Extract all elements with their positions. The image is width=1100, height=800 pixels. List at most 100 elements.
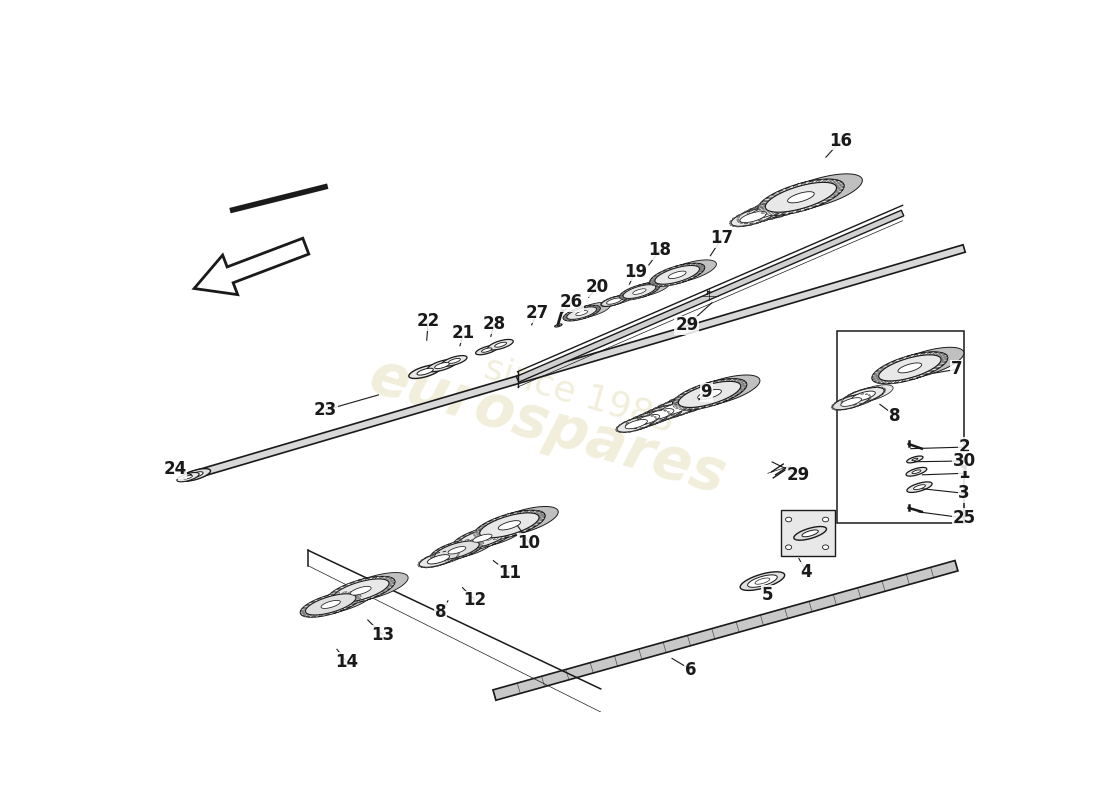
Polygon shape <box>807 200 811 202</box>
Polygon shape <box>328 588 373 614</box>
Polygon shape <box>707 378 754 404</box>
Polygon shape <box>459 556 463 558</box>
Polygon shape <box>656 274 661 275</box>
Polygon shape <box>938 362 946 365</box>
Polygon shape <box>749 223 754 224</box>
Polygon shape <box>431 554 436 555</box>
Polygon shape <box>418 564 419 566</box>
Text: 2: 2 <box>958 438 970 456</box>
Polygon shape <box>639 427 643 429</box>
Polygon shape <box>674 260 716 283</box>
Polygon shape <box>473 534 492 542</box>
Text: 28: 28 <box>483 315 506 333</box>
Polygon shape <box>715 392 718 394</box>
Polygon shape <box>358 573 408 601</box>
Polygon shape <box>593 312 597 313</box>
Polygon shape <box>352 602 359 603</box>
Polygon shape <box>417 368 433 375</box>
Polygon shape <box>905 378 910 382</box>
Polygon shape <box>789 194 793 196</box>
Polygon shape <box>388 581 395 583</box>
Polygon shape <box>625 290 629 291</box>
Polygon shape <box>884 381 891 384</box>
Polygon shape <box>566 319 571 321</box>
Polygon shape <box>770 212 778 215</box>
Polygon shape <box>740 222 744 223</box>
Polygon shape <box>672 396 705 410</box>
Polygon shape <box>749 206 779 218</box>
Polygon shape <box>684 278 689 281</box>
Polygon shape <box>747 217 750 218</box>
Text: 3: 3 <box>958 484 970 502</box>
Polygon shape <box>661 405 664 406</box>
Polygon shape <box>618 424 621 426</box>
Polygon shape <box>327 595 333 598</box>
Polygon shape <box>661 284 667 286</box>
Polygon shape <box>824 179 832 182</box>
Polygon shape <box>697 406 703 409</box>
Polygon shape <box>659 402 689 415</box>
Polygon shape <box>834 402 837 403</box>
Polygon shape <box>444 559 450 562</box>
Polygon shape <box>539 515 544 518</box>
Polygon shape <box>832 408 834 410</box>
Polygon shape <box>761 207 764 208</box>
Polygon shape <box>774 192 781 194</box>
Polygon shape <box>749 210 752 212</box>
Polygon shape <box>581 318 583 319</box>
Polygon shape <box>442 356 468 366</box>
Polygon shape <box>626 298 630 300</box>
Polygon shape <box>659 412 662 414</box>
Polygon shape <box>640 416 643 417</box>
Text: 14: 14 <box>336 653 359 671</box>
Polygon shape <box>784 211 790 214</box>
Polygon shape <box>777 192 817 216</box>
Polygon shape <box>758 204 766 207</box>
Polygon shape <box>748 575 778 587</box>
Polygon shape <box>669 413 670 414</box>
Polygon shape <box>678 405 681 406</box>
Polygon shape <box>455 548 462 550</box>
Polygon shape <box>626 422 628 424</box>
Polygon shape <box>798 174 862 210</box>
Polygon shape <box>762 200 796 220</box>
Polygon shape <box>700 267 705 269</box>
Polygon shape <box>785 210 789 211</box>
Polygon shape <box>314 599 319 602</box>
Polygon shape <box>654 284 659 286</box>
Polygon shape <box>498 526 505 528</box>
Polygon shape <box>563 318 568 320</box>
Text: 19: 19 <box>624 262 647 281</box>
Text: 4: 4 <box>801 563 812 581</box>
Polygon shape <box>619 283 659 300</box>
Polygon shape <box>757 204 761 206</box>
Polygon shape <box>776 215 780 217</box>
Polygon shape <box>668 404 672 406</box>
Polygon shape <box>321 600 340 609</box>
Polygon shape <box>732 218 735 219</box>
Polygon shape <box>329 590 367 612</box>
Polygon shape <box>740 572 784 590</box>
Polygon shape <box>685 412 690 414</box>
Polygon shape <box>682 392 689 394</box>
Polygon shape <box>789 207 791 209</box>
Polygon shape <box>649 398 700 419</box>
Polygon shape <box>451 542 455 545</box>
Polygon shape <box>341 602 346 605</box>
Polygon shape <box>448 546 465 554</box>
Polygon shape <box>535 511 542 514</box>
Polygon shape <box>844 409 847 410</box>
Polygon shape <box>872 378 880 381</box>
Polygon shape <box>434 362 450 369</box>
Polygon shape <box>761 220 766 222</box>
Polygon shape <box>826 198 834 199</box>
Polygon shape <box>675 406 682 409</box>
Polygon shape <box>789 186 794 189</box>
Text: 18: 18 <box>649 241 671 259</box>
Polygon shape <box>419 551 458 567</box>
Polygon shape <box>662 420 665 422</box>
Polygon shape <box>760 200 798 215</box>
Polygon shape <box>778 216 782 218</box>
Polygon shape <box>698 265 704 267</box>
Polygon shape <box>454 539 461 542</box>
